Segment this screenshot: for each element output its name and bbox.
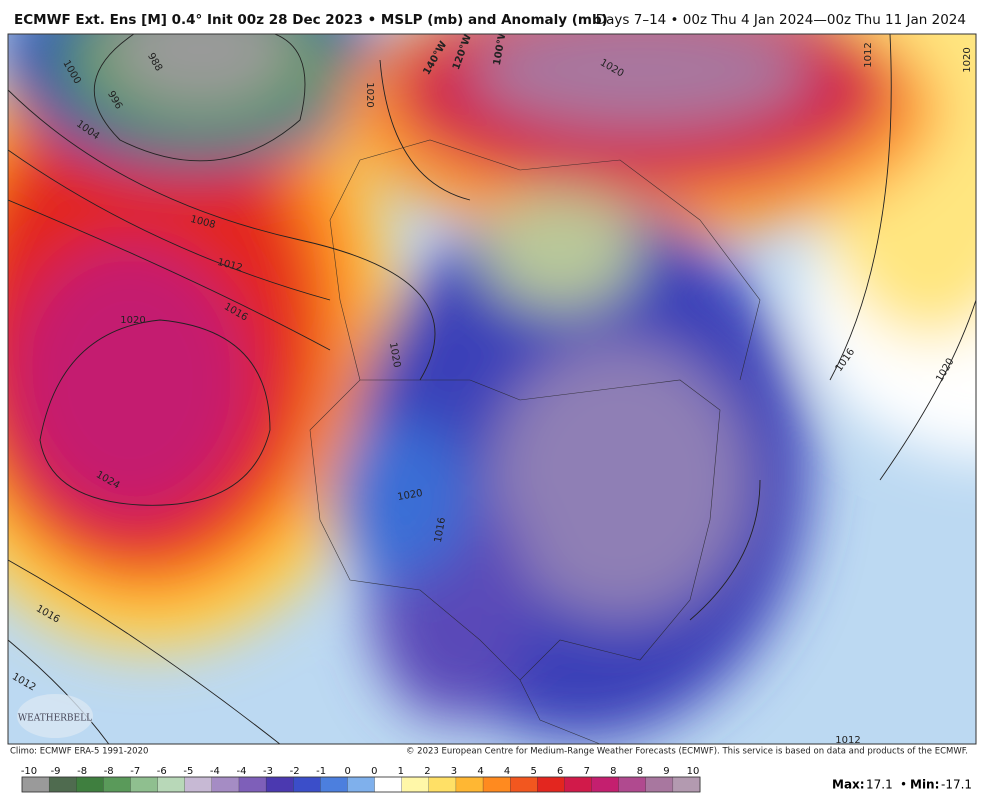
colorbar-label: -6: [157, 766, 167, 777]
colorbar-label: 4: [477, 766, 483, 777]
isobar-label: 1012: [863, 42, 874, 67]
colorbar-label: -5: [183, 766, 193, 777]
colorbar-swatch: [428, 776, 457, 793]
colorbar-swatch: [591, 776, 620, 793]
colorbar-label: -4: [236, 766, 246, 777]
isobar-label: 1020: [387, 342, 402, 369]
title: ECMWF Ext. Ens [M] 0.4° Init 00z 28 Dec …: [14, 12, 608, 28]
colorbar-swatch: [76, 776, 104, 793]
min-label: Min:: [910, 778, 939, 792]
colorbar-swatch: [537, 776, 565, 793]
colorbar-swatch: [157, 776, 186, 793]
colorbar-swatch: [347, 776, 376, 793]
colorbar-label: 0: [345, 766, 351, 777]
colorbar-label: -3: [263, 766, 273, 777]
colorbar-label: 3: [451, 766, 457, 777]
colorbar-swatch: [455, 776, 484, 793]
colorbar-label: -7: [130, 766, 140, 777]
separator: •: [900, 778, 907, 792]
max-label: Max:: [832, 778, 865, 792]
isobar-label: 1020: [962, 47, 973, 72]
colorbar-label: 0: [371, 766, 377, 777]
colorbar-swatch: [401, 776, 430, 793]
colorbar-label: 8: [610, 766, 616, 777]
colorbar-swatch: [293, 776, 321, 793]
isobar-label: 1020: [364, 82, 375, 107]
colorbar-label: -4: [210, 766, 220, 777]
colorbar-label: 6: [557, 766, 563, 777]
colorbar-label: -2: [290, 766, 300, 777]
colorbar-label: 2: [424, 766, 430, 777]
isobar-label: 1020: [120, 315, 145, 326]
colorbar-label: 5: [530, 766, 536, 777]
colorbar-label: 7: [584, 766, 590, 777]
colorbar-swatch: [238, 776, 267, 793]
colorbar-label: 1: [398, 766, 404, 777]
isobar-label: 1020: [397, 488, 424, 503]
colorbar-label: 10: [687, 766, 700, 777]
colorbar-swatch: [184, 776, 213, 793]
colorbar-swatch: [130, 776, 159, 793]
period: Days 7–14 • 00z Thu 4 Jan 2024—00z Thu 1…: [596, 12, 966, 28]
colorbar-swatch: [21, 776, 50, 793]
colorbar-swatch: [564, 776, 592, 793]
colorbar-label: -10: [21, 766, 37, 777]
max-value: 17.1: [866, 778, 893, 792]
colorbar-swatch: [618, 776, 647, 793]
colorbar-swatch: [265, 776, 294, 793]
colorbar-swatch: [672, 776, 701, 793]
colorbar-swatch: [510, 776, 538, 793]
colorbar-swatch: [48, 776, 77, 793]
min-value: -17.1: [941, 778, 972, 792]
colorbar-swatch: [374, 776, 403, 793]
colorbar-swatch: [320, 776, 348, 793]
colorbar-swatch: [645, 776, 674, 793]
copyright: © 2023 European Centre for Medium-Range …: [406, 747, 968, 757]
colorbar-label: 8: [637, 766, 643, 777]
colorbar-label: -9: [51, 766, 61, 777]
map: WEATHERBELL 1000 988996100410081012101610…: [8, 34, 976, 746]
colorbar-label: 9: [663, 766, 669, 777]
colorbar-label: 4: [504, 766, 510, 777]
colorbar-swatch: [211, 776, 240, 793]
colorbar-label: -8: [104, 766, 114, 777]
climo-note: Climo: ECMWF ERA-5 1991-2020: [10, 747, 148, 757]
isobar-label: 1016: [433, 517, 448, 544]
isobar-label: 1012: [835, 735, 860, 746]
logo: WEATHERBELL: [18, 714, 92, 724]
colorbar-label: -8: [77, 766, 87, 777]
colorbar-swatch: [103, 776, 131, 793]
colorbar-frame: [21, 776, 701, 793]
colorbar-label: -1: [316, 766, 326, 777]
colorbar-swatch: [482, 776, 511, 793]
